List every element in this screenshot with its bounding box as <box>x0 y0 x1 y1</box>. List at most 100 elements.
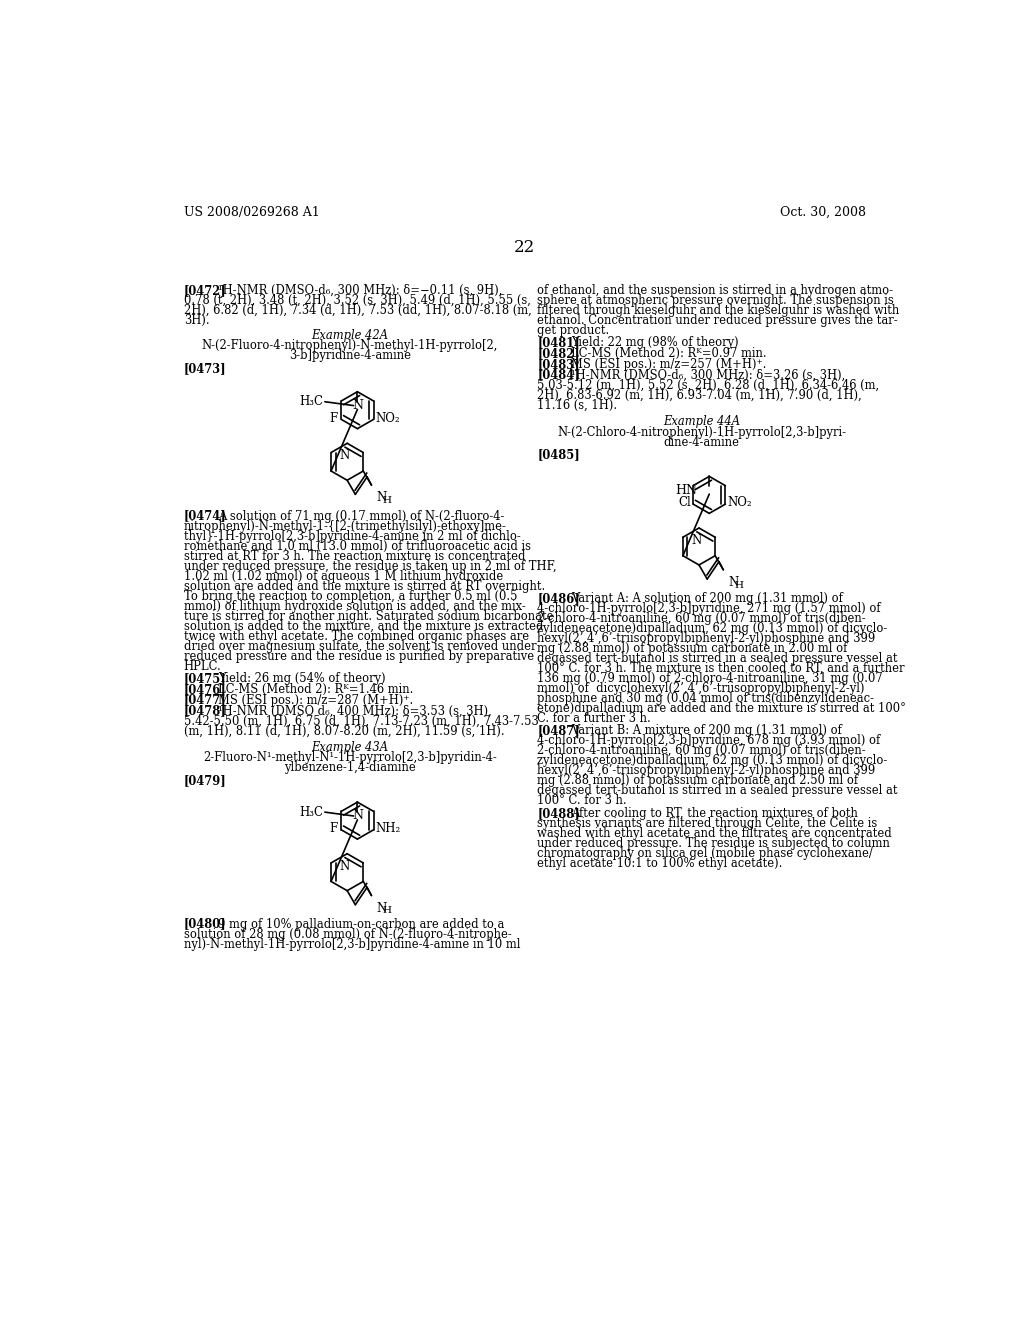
Text: 4-chloro-1H-pyrrolo[2,3-b]pyridine, 271 mg (1.57 mmol) of: 4-chloro-1H-pyrrolo[2,3-b]pyridine, 271 … <box>538 602 881 615</box>
Text: 136 mg (0.79 mmol) of 2-chloro-4-nitroaniline, 31 mg (0.07: 136 mg (0.79 mmol) of 2-chloro-4-nitroan… <box>538 672 883 685</box>
Text: N: N <box>728 576 738 589</box>
Text: dine-4-amine: dine-4-amine <box>664 436 739 449</box>
Text: [0483]: [0483] <box>538 358 580 371</box>
Text: reduced pressure and the residue is purified by preparative: reduced pressure and the residue is puri… <box>183 649 534 663</box>
Text: Variant A: A solution of 200 mg (1.31 mmol) of: Variant A: A solution of 200 mg (1.31 mm… <box>571 591 843 605</box>
Text: ¹H-NMR (DMSO d₆, 400 MHz): δ=3.53 (s, 3H),: ¹H-NMR (DMSO d₆, 400 MHz): δ=3.53 (s, 3H… <box>218 705 492 717</box>
Text: solution is added to the mixture, and the mixture is extracted: solution is added to the mixture, and th… <box>183 619 544 632</box>
Text: NO₂: NO₂ <box>376 412 400 425</box>
Text: 5.42-5.50 (m, 1H), 6.75 (d, 1H), 7.13-7.23 (m, 1H), 7.43-7.53: 5.42-5.50 (m, 1H), 6.75 (d, 1H), 7.13-7.… <box>183 714 539 727</box>
Text: N: N <box>352 809 362 822</box>
Text: Cl: Cl <box>678 496 691 510</box>
Text: (m, 1H), 8.11 (d, 1H), 8.07-8.20 (m, 2H), 11.59 (s, 1H).: (m, 1H), 8.11 (d, 1H), 8.07-8.20 (m, 2H)… <box>183 725 505 738</box>
Text: filtered through kieselguhr and the kieselguhr is washed with: filtered through kieselguhr and the kies… <box>538 304 899 317</box>
Text: H₃C: H₃C <box>299 805 324 818</box>
Text: After cooling to RT, the reaction mixtures of both: After cooling to RT, the reaction mixtur… <box>571 807 858 820</box>
Text: ylbenzene-1,4-diamine: ylbenzene-1,4-diamine <box>284 762 416 775</box>
Text: phosphine and 30 mg (0.04 mmol of tris(dibenzylideneac-: phosphine and 30 mg (0.04 mmol of tris(d… <box>538 692 874 705</box>
Text: 2H), 6.82 (d, 1H), 7.34 (d, 1H), 7.53 (dd, 1H), 8.07-8.18 (m,: 2H), 6.82 (d, 1H), 7.34 (d, 1H), 7.53 (d… <box>183 304 531 317</box>
Text: NO₂: NO₂ <box>728 496 753 510</box>
Text: H: H <box>734 581 743 590</box>
Text: solution of 28 mg (0.08 mmol) of N-(2-fluoro-4-nitrophe-: solution of 28 mg (0.08 mmol) of N-(2-fl… <box>183 928 512 941</box>
Text: 2-Fluoro-N¹-methyl-N¹-1H-pyrrolo[2,3-b]pyridin-4-: 2-Fluoro-N¹-methyl-N¹-1H-pyrrolo[2,3-b]p… <box>203 751 497 764</box>
Text: LC-MS (Method 2): Rᴷ=0.97 min.: LC-MS (Method 2): Rᴷ=0.97 min. <box>571 347 767 360</box>
Text: 1.02 ml (1.02 mmol) of aqueous 1 M lithium hydroxide: 1.02 ml (1.02 mmol) of aqueous 1 M lithi… <box>183 570 503 582</box>
Text: [0480]: [0480] <box>183 917 226 931</box>
Text: dried over magnesium sulfate, the solvent is removed under: dried over magnesium sulfate, the solven… <box>183 640 537 652</box>
Text: under reduced pressure. The residue is subjected to column: under reduced pressure. The residue is s… <box>538 837 890 850</box>
Text: H: H <box>382 496 391 504</box>
Text: US 2008/0269268 A1: US 2008/0269268 A1 <box>183 206 319 219</box>
Text: N-(2-Chloro-4-nitrophenyl)-1H-pyrrolo[2,3-b]pyri-: N-(2-Chloro-4-nitrophenyl)-1H-pyrrolo[2,… <box>557 425 846 438</box>
Text: washed with ethyl acetate and the filtrates are concentrated: washed with ethyl acetate and the filtra… <box>538 826 892 840</box>
Text: ethanol. Concentration under reduced pressure gives the tar-: ethanol. Concentration under reduced pre… <box>538 314 898 327</box>
Text: [0475]: [0475] <box>183 672 226 685</box>
Text: 11.16 (s, 1H).: 11.16 (s, 1H). <box>538 399 617 412</box>
Text: Example 44A: Example 44A <box>663 414 740 428</box>
Text: degassed tert-butanol is stirred in a sealed pressure vessel at: degassed tert-butanol is stirred in a se… <box>538 652 898 665</box>
Text: of ethanol, and the suspension is stirred in a hydrogen atmo-: of ethanol, and the suspension is stirre… <box>538 284 893 297</box>
Text: synthesis variants are filtered through Celite, the Celite is: synthesis variants are filtered through … <box>538 817 878 830</box>
Text: 2-chloro-4-nitroaniline, 60 mg (0.07 mmol) of tris(diben-: 2-chloro-4-nitroaniline, 60 mg (0.07 mmo… <box>538 612 866 624</box>
Text: 2-chloro-4-nitroaniline, 60 mg (0.07 mmol) of tris(diben-: 2-chloro-4-nitroaniline, 60 mg (0.07 mmo… <box>538 744 866 758</box>
Text: N: N <box>691 535 701 548</box>
Text: nyl)-N-methyl-1H-pyrrolo[2,3-b]pyridine-4-amine in 10 ml: nyl)-N-methyl-1H-pyrrolo[2,3-b]pyridine-… <box>183 937 520 950</box>
Text: [0472]: [0472] <box>183 284 226 297</box>
Text: hexyl(2’,4’,6’-triisopropylbiphenyl-2-yl)phosphine and 399: hexyl(2’,4’,6’-triisopropylbiphenyl-2-yl… <box>538 764 876 777</box>
Text: [0476]: [0476] <box>183 682 226 696</box>
Text: HPLC.: HPLC. <box>183 660 221 673</box>
Text: N: N <box>376 491 386 504</box>
Text: 22: 22 <box>514 239 536 256</box>
Text: stirred at RT for 3 h. The reaction mixture is concentrated: stirred at RT for 3 h. The reaction mixt… <box>183 549 525 562</box>
Text: MS (ESI pos.): m/z=287 (M+H)⁺.: MS (ESI pos.): m/z=287 (M+H)⁺. <box>218 693 413 706</box>
Text: mg (2.88 mmol) of potassium carbonate in 2.00 ml of: mg (2.88 mmol) of potassium carbonate in… <box>538 642 848 655</box>
Text: under reduced pressure, the residue is taken up in 2 ml of THF,: under reduced pressure, the residue is t… <box>183 560 556 573</box>
Text: ¹H-NMR (DMSO-d₆, 300 MHz): δ=−0.11 (s, 9H),: ¹H-NMR (DMSO-d₆, 300 MHz): δ=−0.11 (s, 9… <box>218 284 503 297</box>
Text: C. for a further 3 h.: C. for a further 3 h. <box>538 711 651 725</box>
Text: Variant B: A mixture of 200 mg (1.31 mmol) of: Variant B: A mixture of 200 mg (1.31 mmo… <box>571 725 842 738</box>
Text: [0477]: [0477] <box>183 693 226 706</box>
Text: Oct. 30, 2008: Oct. 30, 2008 <box>780 206 866 219</box>
Text: [0474]: [0474] <box>183 510 226 523</box>
Text: [0473]: [0473] <box>183 362 226 375</box>
Text: sphere at atmospheric pressure overnight. The suspension is: sphere at atmospheric pressure overnight… <box>538 294 894 308</box>
Text: [0478]: [0478] <box>183 705 226 717</box>
Text: get product.: get product. <box>538 323 609 337</box>
Text: F: F <box>329 412 338 425</box>
Text: 0.78 (t, 2H), 3.48 (t, 2H), 3.52 (s, 3H), 5.49 (d, 1H), 5.55 (s,: 0.78 (t, 2H), 3.48 (t, 2H), 3.52 (s, 3H)… <box>183 294 530 308</box>
Text: N: N <box>340 859 350 873</box>
Text: ethyl acetate 10:1 to 100% ethyl acetate).: ethyl acetate 10:1 to 100% ethyl acetate… <box>538 857 782 870</box>
Text: NH₂: NH₂ <box>376 822 401 836</box>
Text: Example 42A: Example 42A <box>311 329 388 342</box>
Text: 4-chloro-1H-pyrrolo[2,3-b]pyridine, 678 mg (3.93 mmol) of: 4-chloro-1H-pyrrolo[2,3-b]pyridine, 678 … <box>538 734 881 747</box>
Text: nitrophenyl)-N-methyl-1-{[2-(trimethylsilyl)-ethoxy]me-: nitrophenyl)-N-methyl-1-{[2-(trimethylsi… <box>183 520 507 532</box>
Text: [0484]: [0484] <box>538 368 580 381</box>
Text: mmol) of lithium hydroxide solution is added, and the mix-: mmol) of lithium hydroxide solution is a… <box>183 599 525 612</box>
Text: HN: HN <box>676 483 697 496</box>
Text: thyl}-1H-pyrrolo[2,3-b]pyridine-4-amine in 2 ml of dichlo-: thyl}-1H-pyrrolo[2,3-b]pyridine-4-amine … <box>183 529 520 543</box>
Text: etone)dipalladium are added and the mixture is stirred at 100°: etone)dipalladium are added and the mixt… <box>538 702 906 715</box>
Text: H₃C: H₃C <box>299 395 324 408</box>
Text: 3-b]pyridine-4-amine: 3-b]pyridine-4-amine <box>289 350 411 363</box>
Text: N: N <box>340 449 350 462</box>
Text: To bring the reaction to completion, a further 0.5 ml (0.5: To bring the reaction to completion, a f… <box>183 590 517 603</box>
Text: Yield: 22 mg (98% of theory): Yield: 22 mg (98% of theory) <box>571 337 739 350</box>
Text: 100° C. for 3 h. The mixture is then cooled to RT, and a further: 100° C. for 3 h. The mixture is then coo… <box>538 663 904 675</box>
Text: 3H).: 3H). <box>183 314 210 327</box>
Text: twice with ethyl acetate. The combined organic phases are: twice with ethyl acetate. The combined o… <box>183 630 529 643</box>
Text: N-(2-Fluoro-4-nitrophenyl)-N-methyl-1H-pyrrolo[2,: N-(2-Fluoro-4-nitrophenyl)-N-methyl-1H-p… <box>202 339 498 352</box>
Text: zylideneacetone)dipalladium, 62 mg (0.13 mmol) of dicyclo-: zylideneacetone)dipalladium, 62 mg (0.13… <box>538 755 888 767</box>
Text: A solution of 71 mg (0.17 mmol) of N-(2-fluoro-4-: A solution of 71 mg (0.17 mmol) of N-(2-… <box>218 510 504 523</box>
Text: 5.03-5.12 (m, 1H), 5.52 (s, 2H), 6.28 (d, 1H), 6.34-6.46 (m,: 5.03-5.12 (m, 1H), 5.52 (s, 2H), 6.28 (d… <box>538 379 880 392</box>
Text: degassed tert-butanol is stirred in a sealed pressure vessel at: degassed tert-butanol is stirred in a se… <box>538 784 898 797</box>
Text: Example 43A: Example 43A <box>311 741 388 754</box>
Text: [0486]: [0486] <box>538 591 580 605</box>
Text: 100° C. for 3 h.: 100° C. for 3 h. <box>538 795 627 808</box>
Text: H: H <box>382 907 391 915</box>
Text: Yield: 26 mg (54% of theory): Yield: 26 mg (54% of theory) <box>218 672 385 685</box>
Text: [0481]: [0481] <box>538 337 580 350</box>
Text: N: N <box>352 399 362 412</box>
Text: N: N <box>376 902 386 915</box>
Text: mg (2.88 mmol) of potassium carbonate and 2.50 ml of: mg (2.88 mmol) of potassium carbonate an… <box>538 775 858 788</box>
Text: F: F <box>329 822 338 836</box>
